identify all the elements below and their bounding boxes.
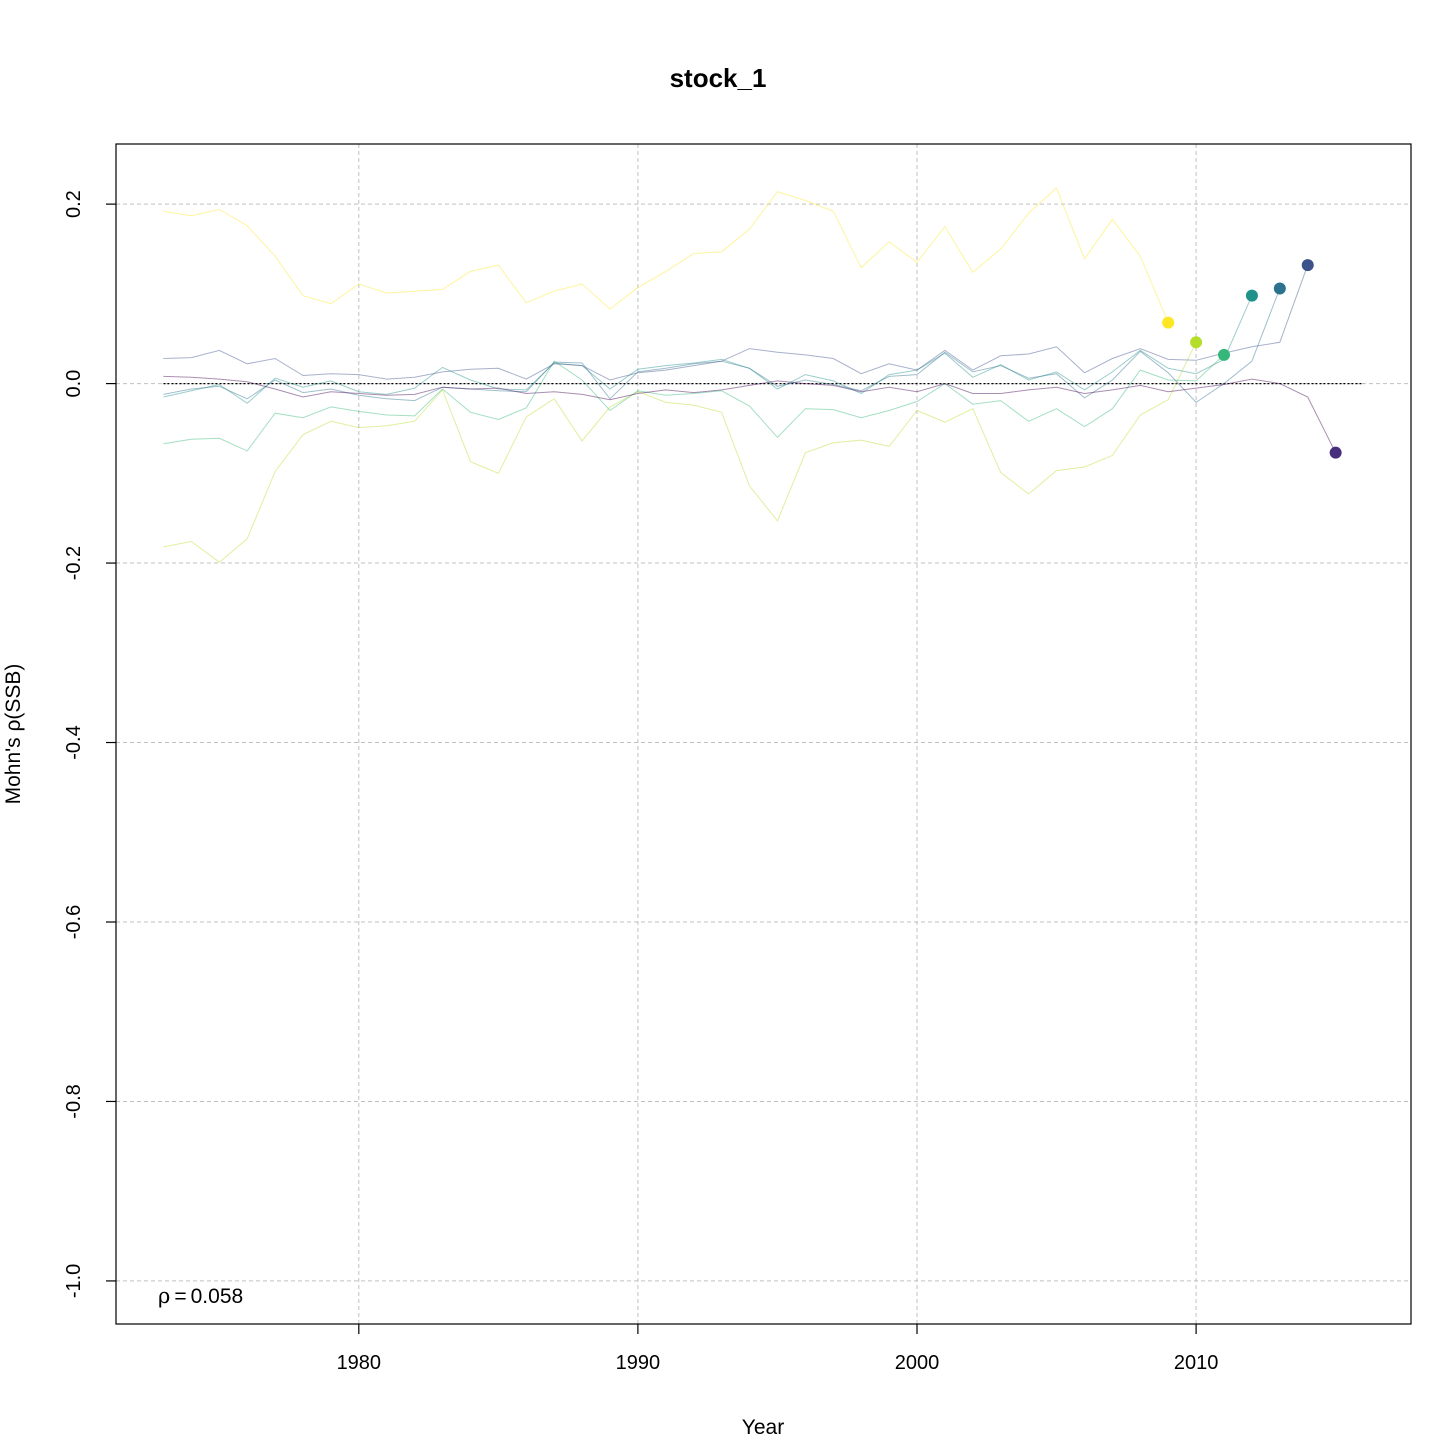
x-tick-label: 1990 — [616, 1352, 661, 1374]
rho-symbol: ρ — [158, 1284, 170, 1308]
rho-value: 0.058 — [191, 1285, 244, 1308]
end-marker-4 — [1245, 289, 1258, 302]
y-tick-label: -0.4 — [63, 725, 85, 759]
rho-equals: = — [174, 1285, 186, 1308]
end-marker-3 — [1218, 348, 1231, 361]
x-axis-label: Year — [742, 1416, 784, 1439]
series-line-2 — [163, 342, 1197, 563]
y-tick-label: -0.2 — [63, 546, 85, 580]
y-tick-label: 0.0 — [63, 370, 85, 398]
end-marker-7 — [1329, 446, 1342, 459]
axes: 1980 1990 2000 2010 0.2 0.0 -0.2 -0.4 -0.6 -0.8 -1… — [63, 190, 1218, 1374]
x-tick-label: 2000 — [895, 1352, 940, 1374]
y-tick-label: -1.0 — [63, 1264, 85, 1298]
y-tick-label: -0.6 — [63, 905, 85, 939]
end-marker-5 — [1273, 282, 1286, 295]
end-markers — [1162, 259, 1342, 459]
y-axis-label: Mohn's ρ(SSB) — [2, 664, 25, 805]
grid — [116, 144, 1411, 1324]
end-marker-1 — [1162, 316, 1175, 329]
series-line-1 — [163, 187, 1169, 323]
y-tick-label: 0.2 — [63, 190, 85, 218]
series-line-7 — [163, 375, 1337, 453]
series-line-6 — [163, 264, 1309, 381]
y-tick-label: -0.8 — [63, 1084, 85, 1118]
series-line-4 — [163, 295, 1253, 404]
plot-frame — [115, 143, 1412, 1325]
series-line-3 — [163, 354, 1225, 452]
end-marker-2 — [1190, 336, 1203, 349]
series-lines — [163, 187, 1337, 563]
chart-title: stock_1 — [670, 63, 767, 93]
rho-annotation: ρ = 0.058 — [158, 1284, 243, 1308]
end-marker-6 — [1301, 259, 1314, 272]
x-tick-label: 1980 — [337, 1352, 382, 1374]
x-tick-label: 2010 — [1174, 1352, 1219, 1374]
series-line-5 — [163, 288, 1281, 404]
